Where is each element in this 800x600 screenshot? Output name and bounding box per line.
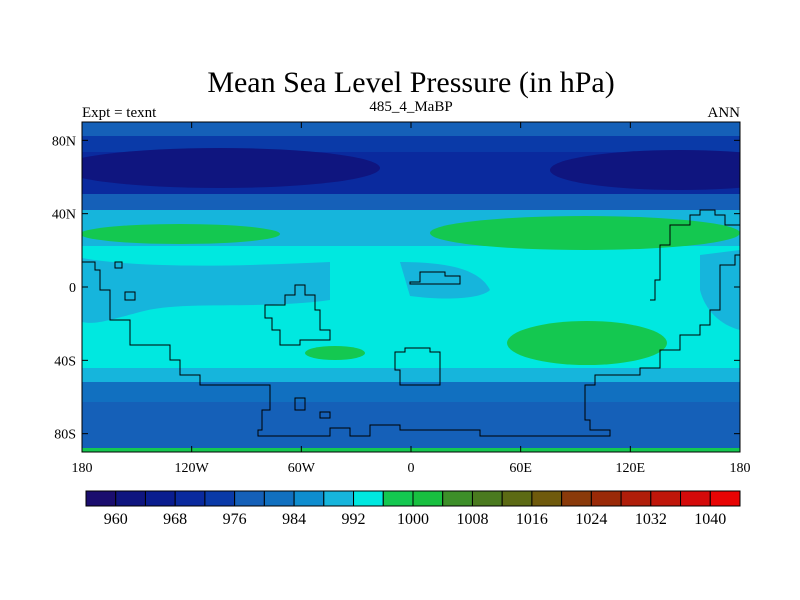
lat-tick-label: 0 — [69, 281, 76, 296]
high-center-atlantic-north — [82, 224, 280, 244]
lon-tick-label: 120E — [616, 461, 646, 476]
coast-small-islet-2 — [124, 291, 136, 301]
colorbar-swatch — [531, 490, 563, 507]
colorbar-swatch — [561, 490, 592, 507]
colorbar-label: 968 — [163, 511, 187, 528]
colorbar-swatch — [263, 490, 295, 507]
colorbar-label: 1024 — [575, 511, 607, 528]
colorbar-swatch — [323, 490, 355, 507]
band-984-midnorth — [82, 194, 740, 210]
plot-title: Mean Sea Level Pressure (in hPa) — [207, 66, 614, 99]
low-center-west — [82, 148, 380, 188]
high-center-asia — [430, 216, 740, 250]
colorbar-swatch — [471, 490, 503, 507]
coastlines — [82, 209, 740, 437]
coast-small-islet-1 — [114, 261, 123, 269]
colorbar-label: 976 — [223, 511, 247, 528]
colorbar-label: 1016 — [516, 511, 548, 528]
high-center-atlantic-south — [305, 346, 365, 360]
colorbar-swatch — [85, 490, 117, 507]
coast-equatorial-island — [409, 271, 461, 285]
lon-tick-label: 60E — [509, 461, 532, 476]
band-984-north — [82, 122, 740, 136]
colorbar-swatch — [174, 490, 206, 507]
latitude-axis: 80N 40N 0 40S 80S — [52, 134, 740, 443]
colorbar-swatch — [382, 490, 414, 507]
coast-inner-continent — [264, 284, 331, 346]
pressure-field — [82, 122, 740, 452]
lat-tick-label: 80S — [54, 428, 76, 443]
experiment-label: Expt = texnt — [82, 105, 157, 121]
band-984-polar-south — [82, 402, 740, 448]
colorbar-swatch — [620, 490, 652, 507]
colorbar-swatch — [442, 490, 473, 507]
colorbar-swatch — [590, 490, 622, 507]
colorbar-swatch — [501, 490, 533, 507]
lon-tick-label: 120W — [175, 461, 210, 476]
colorbar-label: 1040 — [694, 511, 726, 528]
coast-small-islet-4 — [319, 411, 331, 419]
band-996-equatorial-west — [82, 258, 330, 323]
colorbar-swatch — [650, 490, 682, 507]
lon-tick-label: 180 — [72, 461, 93, 476]
lon-tick-label: 60W — [288, 461, 316, 476]
colorbar-swatch — [412, 490, 444, 507]
lat-tick-label: 40N — [52, 208, 76, 223]
colorbar-label: 1032 — [635, 511, 667, 528]
high-center-indian-south — [507, 321, 667, 365]
longitude-axis: 180 120W 60W 0 60E 120E 180 — [72, 122, 751, 476]
colorbar-swatch — [204, 490, 236, 507]
lat-tick-label: 80N — [52, 134, 76, 149]
band-976-north — [82, 136, 740, 152]
low-center-east — [550, 150, 740, 190]
lon-tick-label: 180 — [730, 461, 751, 476]
colorbar-label: 960 — [104, 511, 128, 528]
colorbar-swatch — [353, 490, 384, 507]
colorbar-label: 984 — [282, 511, 306, 528]
coast-southern-island — [394, 347, 441, 386]
band-996-equatorial-mid — [400, 262, 490, 299]
colorbar-label: 992 — [342, 511, 366, 528]
lat-tick-label: 40S — [54, 354, 76, 369]
coast-west-continent — [82, 254, 740, 437]
coast-east-continent — [650, 209, 740, 301]
coast-small-islet-3 — [294, 397, 306, 411]
band-984-south — [82, 382, 740, 402]
colorbar-swatch — [144, 490, 176, 507]
colorbar-swatch — [293, 490, 325, 507]
colorbar-swatch — [115, 490, 146, 507]
colorbar-label: 1008 — [456, 511, 488, 528]
period-label: 485_4_MaBP — [369, 99, 452, 115]
colorbar-swatch — [680, 490, 711, 507]
colorbar-swatch — [709, 490, 741, 507]
colorbar-swatch — [234, 490, 265, 507]
lon-tick-label: 0 — [408, 461, 415, 476]
colorbar: 960 968 976 984 992 1000 1008 1016 1024 1032 1040 — [85, 490, 741, 528]
colorbar-label: 1000 — [397, 511, 429, 528]
season-label: ANN — [708, 105, 741, 121]
band-990-south — [82, 368, 740, 382]
